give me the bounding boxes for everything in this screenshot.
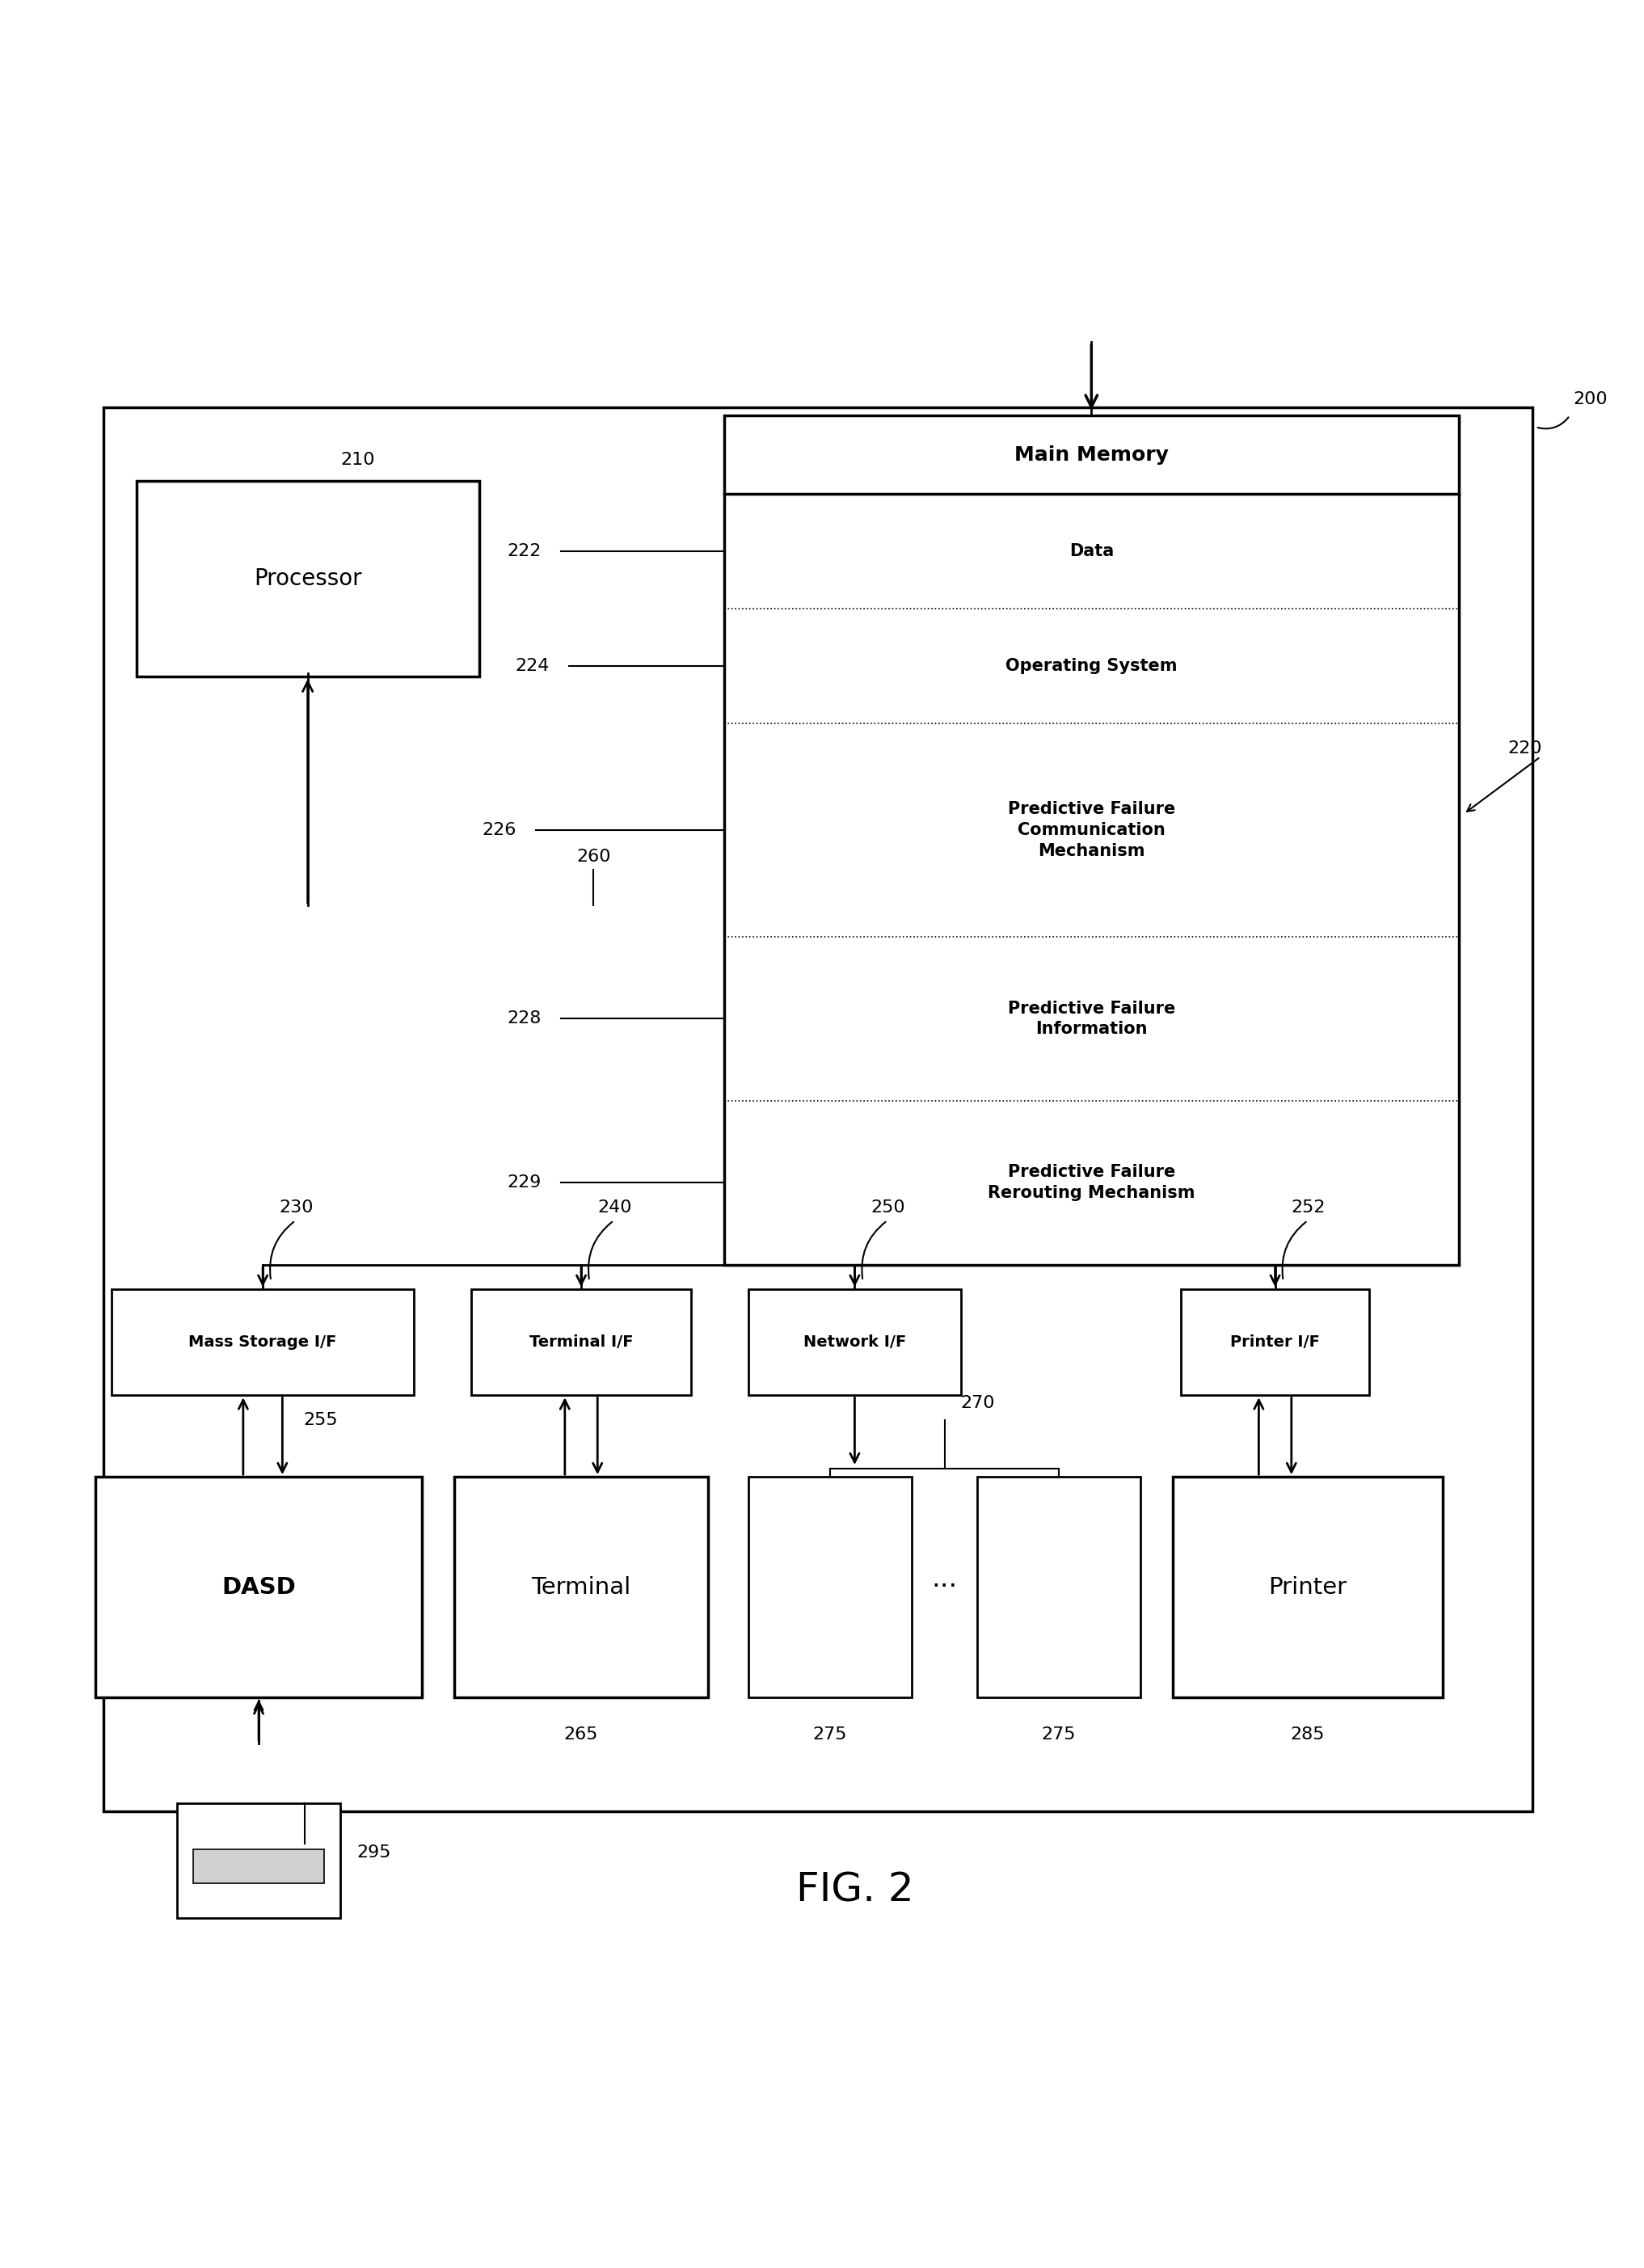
Text: 229: 229: [506, 1175, 541, 1191]
Text: 228: 228: [506, 1012, 541, 1027]
Text: 200: 200: [1573, 392, 1608, 408]
Text: Predictive Failure
Communication
Mechanism: Predictive Failure Communication Mechani…: [1008, 801, 1175, 860]
FancyBboxPatch shape: [194, 1848, 324, 1882]
FancyBboxPatch shape: [748, 1288, 960, 1395]
Text: 255: 255: [304, 1411, 339, 1429]
Text: 226: 226: [482, 821, 516, 839]
Text: 252: 252: [1292, 1200, 1325, 1216]
Text: Predictive Failure
Rerouting Mechanism: Predictive Failure Rerouting Mechanism: [988, 1163, 1195, 1202]
Text: Printer I/F: Printer I/F: [1230, 1334, 1320, 1349]
Text: 240: 240: [597, 1200, 631, 1216]
Text: 275: 275: [1042, 1726, 1075, 1742]
Text: Mass Storage I/F: Mass Storage I/F: [189, 1334, 337, 1349]
FancyBboxPatch shape: [1174, 1476, 1442, 1696]
Text: 250: 250: [871, 1200, 906, 1216]
FancyBboxPatch shape: [178, 1803, 340, 1919]
FancyBboxPatch shape: [455, 1476, 707, 1696]
Text: Network I/F: Network I/F: [804, 1334, 906, 1349]
FancyBboxPatch shape: [977, 1476, 1141, 1696]
FancyBboxPatch shape: [470, 1288, 692, 1395]
FancyBboxPatch shape: [136, 481, 478, 676]
Text: Processor: Processor: [253, 567, 362, 590]
FancyBboxPatch shape: [104, 408, 1532, 1812]
Text: Data: Data: [1069, 544, 1113, 560]
Text: ···: ···: [932, 1574, 957, 1601]
FancyBboxPatch shape: [120, 905, 1458, 1266]
Text: 265: 265: [564, 1726, 598, 1742]
Text: DASD: DASD: [222, 1576, 296, 1599]
Text: 224: 224: [515, 658, 549, 674]
Text: 210: 210: [340, 451, 375, 467]
Text: FIG. 2: FIG. 2: [796, 1871, 914, 1910]
Text: 295: 295: [357, 1844, 391, 1860]
Text: 275: 275: [814, 1726, 847, 1742]
FancyBboxPatch shape: [95, 1476, 423, 1696]
Text: 222: 222: [506, 544, 541, 560]
Text: Predictive Failure
Information: Predictive Failure Information: [1008, 1000, 1175, 1036]
Text: Terminal: Terminal: [531, 1576, 631, 1599]
FancyBboxPatch shape: [723, 415, 1458, 1266]
Text: 220: 220: [1508, 742, 1542, 758]
Text: Main Memory: Main Memory: [1014, 445, 1169, 465]
Text: Terminal I/F: Terminal I/F: [529, 1334, 633, 1349]
Text: 285: 285: [1291, 1726, 1325, 1742]
FancyBboxPatch shape: [1180, 1288, 1369, 1395]
FancyBboxPatch shape: [112, 1288, 414, 1395]
Text: 270: 270: [960, 1395, 995, 1411]
Text: Printer: Printer: [1269, 1576, 1346, 1599]
Text: 260: 260: [577, 848, 610, 864]
FancyBboxPatch shape: [748, 1476, 912, 1696]
Text: Operating System: Operating System: [1006, 658, 1177, 674]
Text: 230: 230: [279, 1200, 314, 1216]
